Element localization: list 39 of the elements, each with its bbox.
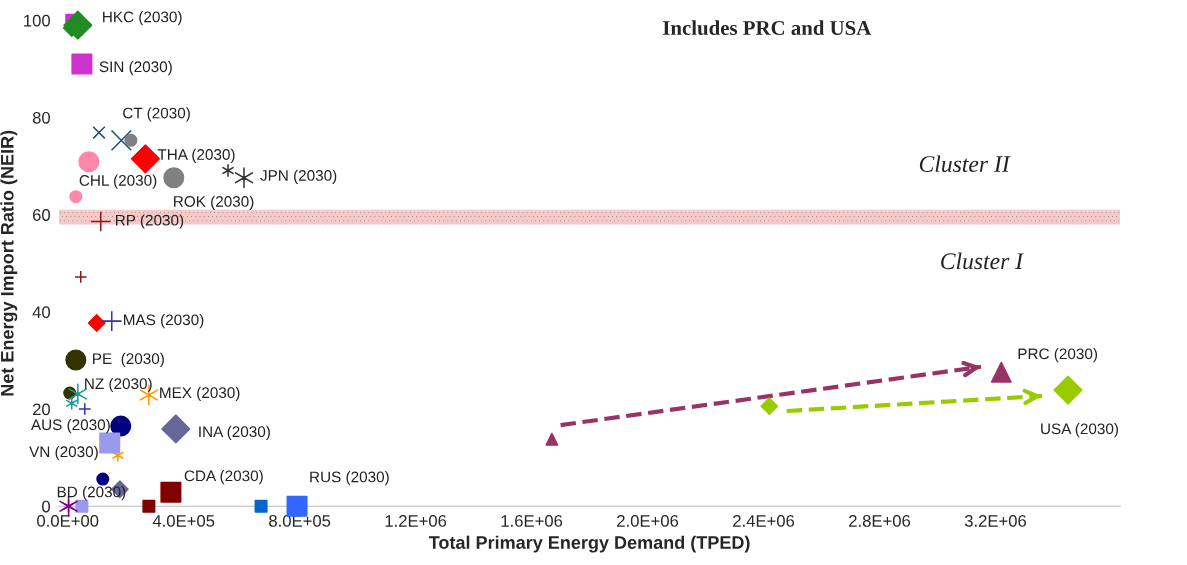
series-label: MEX (2030)	[160, 386, 240, 402]
annotation: Cluster II	[919, 155, 1011, 173]
x-tick-label: 8.0E+05	[269, 515, 331, 527]
y-tick-label: 60	[32, 209, 51, 221]
x-tick-label: 4.0E+05	[152, 515, 215, 527]
x-tick-label: 0.0E+00	[37, 515, 99, 527]
x-axis-title: Total Primary Energy Demand (TPED)	[428, 535, 750, 553]
series-label: MAS (2030)	[124, 313, 204, 329]
series-label: CHL (2030)	[79, 174, 157, 189]
y-axis-title: Net Energy Import Ratio (NEIR)	[0, 130, 18, 396]
x-tick-label: 2.0E+06	[617, 515, 679, 527]
series-label: THA (2030)	[157, 148, 235, 163]
series-label: INA (2030)	[199, 425, 270, 441]
series-label: NZ (2030)	[85, 377, 152, 393]
x-tick-label: 1.6E+06	[501, 515, 563, 527]
y-tick-label: 40	[32, 306, 51, 319]
x-tick-label: 2.8E+06	[849, 515, 911, 527]
series-label: RUS (2030)	[310, 471, 389, 486]
series-label: JPN (2030)	[260, 169, 337, 184]
x-tick-label: 1.2E+06	[385, 515, 447, 527]
series-label: RP (2030)	[116, 214, 184, 229]
y-tick-label: 100	[24, 14, 51, 27]
series-label: CT (2030)	[123, 107, 190, 122]
series-label: USA (2030)	[1041, 422, 1119, 438]
x-tick-label: 2.4E+06	[733, 515, 795, 527]
x-tick-label: 3.2E+06	[964, 515, 1027, 527]
chart-title: Includes PRC and USA	[663, 20, 872, 36]
series-label: HKC (2030)	[103, 11, 182, 26]
series-label: CDA (2030)	[184, 470, 263, 485]
series-label: PE (2030)	[93, 352, 164, 368]
y-tick-label: 0	[42, 500, 51, 513]
series-label: VN (2030)	[29, 445, 98, 461]
series-label: PRC (2030)	[1018, 348, 1098, 363]
series-label: SIN (2030)	[99, 60, 172, 76]
annotation: Cluster I	[941, 252, 1024, 270]
series-label: AUS (2030)	[30, 418, 110, 434]
y-tick-label: 20	[32, 403, 51, 416]
y-tick-label: 80	[32, 111, 51, 124]
series-label: ROK (2030)	[174, 195, 254, 210]
